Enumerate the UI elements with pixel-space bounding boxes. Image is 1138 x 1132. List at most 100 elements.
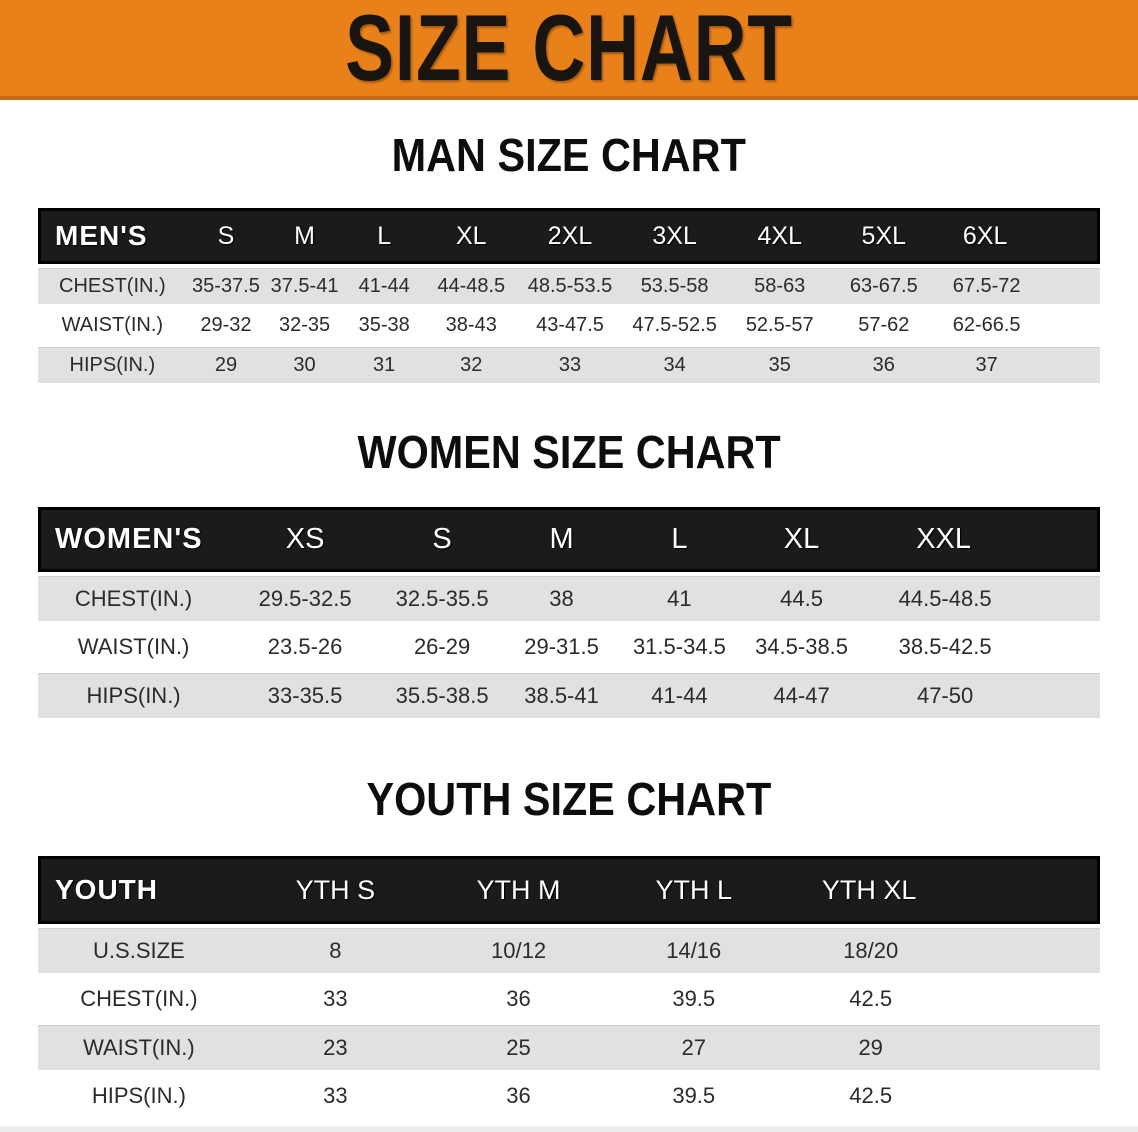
measure-value: 52.5-57 [727, 308, 833, 343]
measure-value: 33-35.5 [229, 673, 382, 718]
youth-size-column-header: YTH S [239, 856, 431, 924]
measure-value: 32.5-35.5 [381, 576, 504, 621]
women-size-chart-section: WOMEN SIZE CHART WOMEN'S XS S M L XL XXL CHEST(… [0, 425, 1138, 722]
measure-value: 41 [619, 576, 739, 621]
men-size-column-header: 5XL [832, 208, 936, 264]
page-title: SIZE CHART [345, 0, 793, 100]
measure-value: 31.5-34.5 [619, 625, 739, 669]
measure-value: 36 [832, 347, 936, 383]
measure-value: 18/20 [781, 928, 1100, 973]
measure-value: 35.5-38.5 [381, 673, 504, 718]
measure-value: 47.5-52.5 [622, 308, 728, 343]
measure-value: 57-62 [832, 308, 936, 343]
women-measure-row: CHEST(IN.) 29.5-32.5 32.5-35.5 38 41 44.5 44.5… [38, 576, 1100, 621]
measure-value: 63-67.5 [832, 268, 936, 304]
measure-value: 33 [517, 347, 623, 383]
men-section-title: MAN SIZE CHART [0, 128, 1138, 182]
women-measure-row: WAIST(IN.) 23.5-26 26-29 29-31.5 31.5-34.5 34… [38, 625, 1100, 669]
youth-size-table: YOUTH YTH S YTH M YTH L YTH XL U.S.SIZE 8 10/12… [38, 852, 1100, 1122]
men-size-column-header: L [343, 208, 425, 264]
measure-value: 29-31.5 [503, 625, 620, 669]
youth-measure-row: CHEST(IN.) 33 36 39.5 42.5 [38, 977, 1100, 1021]
measure-value: 35-37.5 [186, 268, 266, 304]
youth-section-title-text: YOUTH SIZE CHART [366, 773, 772, 825]
youth-size-column-header: YTH L [606, 856, 782, 924]
measure-value: 42.5 [781, 977, 1100, 1021]
measure-value: 31 [343, 347, 425, 383]
measure-value: 53.5-58 [622, 268, 728, 304]
measure-value: 38.5-41 [503, 673, 620, 718]
measure-value: 23 [239, 1025, 431, 1070]
youth-section-title: YOUTH SIZE CHART [0, 772, 1138, 826]
measure-label: U.S.SIZE [38, 928, 240, 973]
men-size-column-header: 2XL [517, 208, 623, 264]
youth-size-column-header: YTH M [430, 856, 607, 924]
measure-value: 42.5 [781, 1074, 1100, 1118]
men-group-label: MEN'S [38, 208, 187, 264]
women-size-column-header: M [503, 507, 620, 572]
measure-value: 35 [727, 347, 833, 383]
measure-value: 33 [239, 1074, 431, 1118]
measure-value: 38.5-42.5 [864, 625, 1100, 669]
measure-value: 43-47.5 [517, 308, 623, 343]
measure-label: CHEST(IN.) [38, 268, 187, 304]
men-measure-row: CHEST(IN.) 35-37.5 37.5-41 41-44 44-48.5 48.5… [38, 268, 1100, 304]
measure-value: 58-63 [727, 268, 833, 304]
men-size-chart-section: MAN SIZE CHART MEN'S S M L XL 2XL 3XL 4XL 5XL 6XL… [0, 128, 1138, 387]
men-size-column-header: XL [424, 208, 518, 264]
banner: SIZE CHART [0, 0, 1138, 100]
measure-value: 62-66.5 [935, 308, 1100, 343]
men-section-title-text: MAN SIZE CHART [391, 129, 747, 181]
measure-label: CHEST(IN.) [38, 977, 240, 1021]
women-size-column-header: L [619, 507, 739, 572]
men-size-table: MEN'S S M L XL 2XL 3XL 4XL 5XL 6XL CHEST(IN.) 35-37… [38, 204, 1100, 387]
youth-group-label: YOUTH [38, 856, 240, 924]
women-size-column-header: S [381, 507, 504, 572]
measure-value: 41-44 [343, 268, 425, 304]
measure-value: 30 [265, 347, 344, 383]
men-size-column-header: 6XL [935, 208, 1100, 264]
measure-label: WAIST(IN.) [38, 625, 230, 669]
measure-value: 29.5-32.5 [229, 576, 382, 621]
measure-label: HIPS(IN.) [38, 673, 230, 718]
measure-value: 48.5-53.5 [517, 268, 623, 304]
men-size-column-header: 3XL [622, 208, 728, 264]
measure-label: WAIST(IN.) [38, 308, 187, 343]
women-size-table: WOMEN'S XS S M L XL XXL CHEST(IN.) 29.5-32.5 32.5… [38, 503, 1100, 722]
women-size-column-header: XXL [864, 507, 1100, 572]
youth-header-row: YOUTH YTH S YTH M YTH L YTH XL [38, 856, 1100, 924]
measure-value: 67.5-72 [935, 268, 1100, 304]
measure-value: 32 [424, 347, 518, 383]
measure-value: 26-29 [381, 625, 504, 669]
size-charts: MAN SIZE CHART MEN'S S M L XL 2XL 3XL 4XL 5XL 6XL… [0, 128, 1138, 1122]
measure-value: 29 [186, 347, 266, 383]
measure-value: 32-35 [265, 308, 344, 343]
youth-size-chart-section: YOUTH SIZE CHART YOUTH YTH S YTH M YTH L YTH… [0, 772, 1138, 1122]
youth-measure-row: HIPS(IN.) 33 36 39.5 42.5 [38, 1074, 1100, 1118]
measure-value: 44.5-48.5 [864, 576, 1100, 621]
measure-value: 34.5-38.5 [738, 625, 865, 669]
men-size-column-header: S [186, 208, 266, 264]
women-size-column-header: XS [229, 507, 382, 572]
measure-value: 29 [781, 1025, 1100, 1070]
measure-value: 36 [430, 977, 607, 1021]
women-measure-row: HIPS(IN.) 33-35.5 35.5-38.5 38.5-41 41-44 44-… [38, 673, 1100, 718]
measure-value: 35-38 [343, 308, 425, 343]
measure-value: 10/12 [430, 928, 607, 973]
measure-value: 44.5 [738, 576, 865, 621]
measure-value: 23.5-26 [229, 625, 382, 669]
women-section-title: WOMEN SIZE CHART [0, 425, 1138, 479]
measure-value: 41-44 [619, 673, 739, 718]
measure-value: 25 [430, 1025, 607, 1070]
measure-label: CHEST(IN.) [38, 576, 230, 621]
men-size-column-header: 4XL [727, 208, 833, 264]
measure-label: WAIST(IN.) [38, 1025, 240, 1070]
measure-value: 34 [622, 347, 728, 383]
measure-value: 47-50 [864, 673, 1100, 718]
men-measure-row: WAIST(IN.) 29-32 32-35 35-38 38-43 43-47.5 47.… [38, 308, 1100, 343]
measure-value: 37.5-41 [265, 268, 344, 304]
measure-value: 39.5 [606, 1074, 782, 1118]
measure-label: HIPS(IN.) [38, 1074, 240, 1118]
measure-value: 44-48.5 [424, 268, 518, 304]
